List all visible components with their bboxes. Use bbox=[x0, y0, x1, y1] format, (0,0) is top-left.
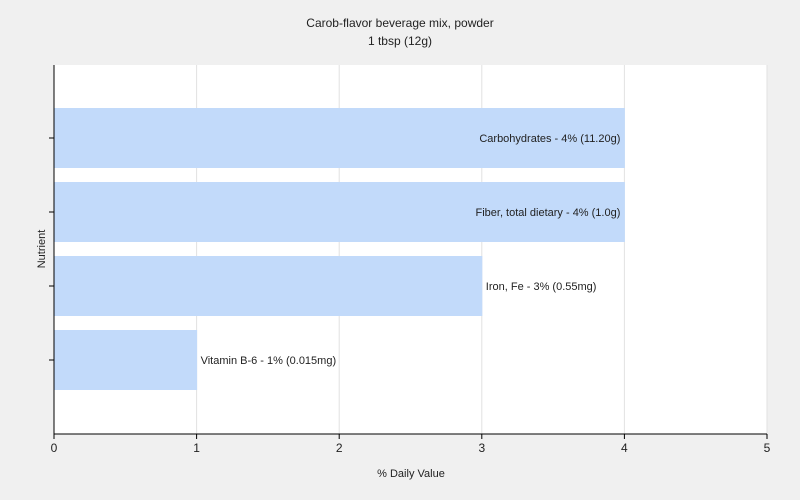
bars: Carbohydrates - 4% (11.20g) Fiber, total … bbox=[54, 108, 625, 390]
x-tick-label-5: 5 bbox=[764, 441, 771, 455]
x-tick-label-4: 4 bbox=[621, 441, 628, 455]
axes: 0 1 2 3 4 5 bbox=[49, 65, 771, 455]
bar-0 bbox=[54, 108, 625, 168]
x-tick-label-2: 2 bbox=[336, 441, 343, 455]
bar-2 bbox=[54, 256, 483, 316]
y-axis-title: Nutrient bbox=[36, 230, 48, 269]
bar-label-1: Fiber, total dietary - 4% (1.0g) bbox=[475, 207, 620, 219]
x-tick-label-3: 3 bbox=[478, 441, 485, 455]
bar-1 bbox=[54, 182, 625, 242]
bar-label-0: Carbohydrates - 4% (11.20g) bbox=[479, 133, 620, 145]
bar-label-2: Iron, Fe - 3% (0.55mg) bbox=[486, 281, 597, 293]
x-tick-label-0: 0 bbox=[51, 441, 58, 455]
chart-subtitle: 1 tbsp (12g) bbox=[368, 34, 432, 48]
x-tick-label-1: 1 bbox=[193, 441, 200, 455]
chart-title: Carob-flavor beverage mix, powder bbox=[306, 16, 493, 30]
bar-label-3: Vitamin B-6 - 1% (0.015mg) bbox=[201, 355, 337, 367]
bar-3 bbox=[54, 330, 198, 390]
x-axis-title: % Daily Value bbox=[377, 468, 445, 480]
